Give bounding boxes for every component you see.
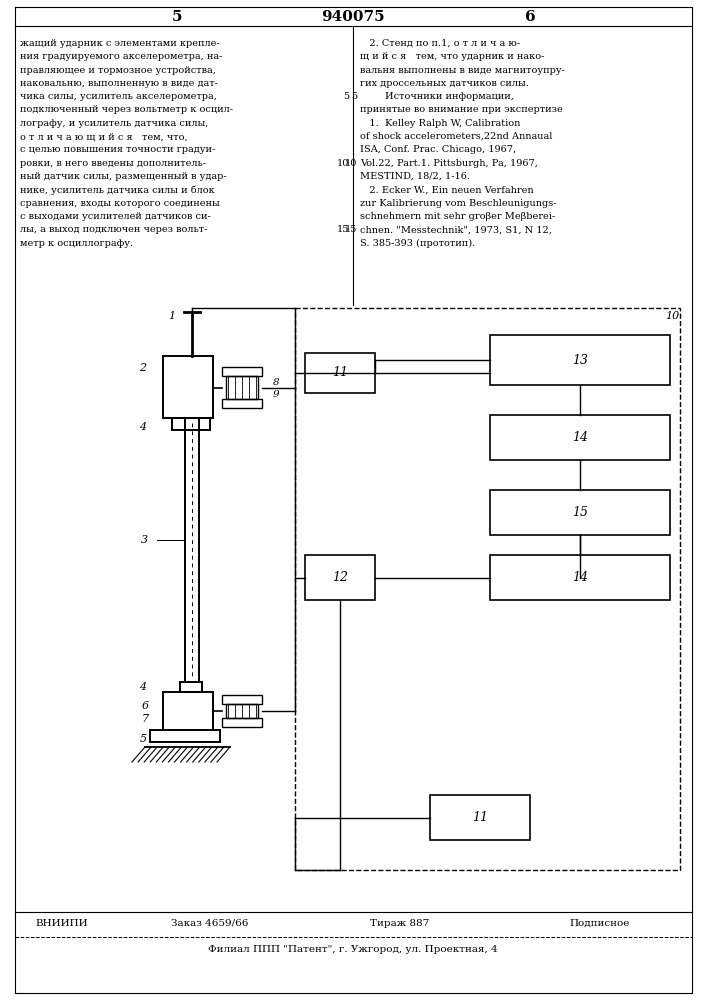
Text: 2. Стенд по п.1, о т л и ч а ю-: 2. Стенд по п.1, о т л и ч а ю- — [360, 39, 520, 48]
Text: 5: 5 — [351, 92, 357, 101]
Text: Подписное: Подписное — [570, 918, 630, 928]
Text: 11: 11 — [332, 366, 348, 379]
Text: 7: 7 — [141, 714, 148, 724]
Text: 10: 10 — [344, 159, 357, 168]
Text: сравнения, входы которого соединены: сравнения, входы которого соединены — [20, 199, 220, 208]
Text: 1: 1 — [168, 311, 175, 321]
Text: с целью повышения точности градуи-: с целью повышения точности градуи- — [20, 145, 215, 154]
Text: 1.  Kelley Ralph W, Calibration: 1. Kelley Ralph W, Calibration — [360, 119, 520, 128]
Text: 14: 14 — [572, 431, 588, 444]
Text: лографу, и усилитель датчика силы,: лографу, и усилитель датчика силы, — [20, 119, 209, 128]
Text: 15: 15 — [344, 225, 357, 234]
Text: 14: 14 — [572, 571, 588, 584]
Text: Vol.22, Part.1. Pittsburgh, Pa, 1967,: Vol.22, Part.1. Pittsburgh, Pa, 1967, — [360, 159, 538, 168]
Text: 15: 15 — [337, 225, 349, 234]
Text: MESTIND, 18/2, 1-16.: MESTIND, 18/2, 1-16. — [360, 172, 470, 181]
Text: 10: 10 — [665, 311, 679, 321]
Text: 2: 2 — [139, 363, 146, 373]
Text: 4: 4 — [139, 422, 146, 432]
Text: лы, а выход подключен через вольт-: лы, а выход подключен через вольт- — [20, 225, 207, 234]
Text: zur Kalibrierung vom Beschleunigungs-: zur Kalibrierung vom Beschleunigungs- — [360, 199, 556, 208]
Text: наковальню, выполненную в виде дат-: наковальню, выполненную в виде дат- — [20, 79, 218, 88]
Text: schnehmern mit sehr groβer Meβberei-: schnehmern mit sehr groβer Meβberei- — [360, 212, 555, 221]
Text: Источники информации,: Источники информации, — [360, 92, 514, 101]
Text: метр к осциллографу.: метр к осциллографу. — [20, 238, 133, 247]
Text: Тираж 887: Тираж 887 — [370, 918, 430, 928]
Text: 940075: 940075 — [321, 10, 385, 24]
Text: принятые во внимание при экспертизе: принятые во внимание при экспертизе — [360, 105, 563, 114]
Text: вальня выполнены в виде магнитоупру-: вальня выполнены в виде магнитоупру- — [360, 66, 565, 75]
Text: ISA, Conf. Prac. Chicago, 1967,: ISA, Conf. Prac. Chicago, 1967, — [360, 145, 516, 154]
Text: чика силы, усилитель акселерометра,: чика силы, усилитель акселерометра, — [20, 92, 217, 101]
Text: 8: 8 — [273, 378, 279, 387]
Text: о т л и ч а ю щ и й с я   тем, что,: о т л и ч а ю щ и й с я тем, что, — [20, 132, 187, 141]
Text: нике, усилитель датчика силы и блок: нике, усилитель датчика силы и блок — [20, 185, 215, 195]
Text: 6: 6 — [525, 10, 535, 24]
Text: Заказ 4659/66: Заказ 4659/66 — [171, 918, 249, 928]
Text: 11: 11 — [472, 811, 488, 824]
Text: 13: 13 — [572, 354, 588, 366]
Text: 10: 10 — [337, 159, 349, 168]
Text: 5: 5 — [172, 10, 182, 24]
Text: ВНИИПИ: ВНИИПИ — [35, 918, 88, 928]
Text: ровки, в него введены дополнитель-: ровки, в него введены дополнитель- — [20, 159, 206, 168]
Text: 5: 5 — [139, 734, 146, 744]
Text: 4: 4 — [139, 682, 146, 692]
Text: 5: 5 — [343, 92, 349, 101]
Text: of shock accelerometers,22nd Annaual: of shock accelerometers,22nd Annaual — [360, 132, 552, 141]
Text: chnen. "Messtechnik", 1973, S1, N 12,: chnen. "Messtechnik", 1973, S1, N 12, — [360, 225, 552, 234]
Text: 9: 9 — [273, 390, 279, 399]
Text: щ и й с я   тем, что ударник и нако-: щ и й с я тем, что ударник и нако- — [360, 52, 544, 61]
Text: 15: 15 — [572, 506, 588, 519]
Text: 3: 3 — [141, 535, 148, 545]
Text: гих дроссельных датчиков силы.: гих дроссельных датчиков силы. — [360, 79, 529, 88]
Text: ния градуируемого акселерометра, на-: ния градуируемого акселерометра, на- — [20, 52, 223, 61]
Text: с выходами усилителей датчиков си-: с выходами усилителей датчиков си- — [20, 212, 211, 221]
Text: ный датчик силы, размещенный в удар-: ный датчик силы, размещенный в удар- — [20, 172, 227, 181]
Text: 12: 12 — [332, 571, 348, 584]
Text: 2. Ecker W., Ein neuen Verfahren: 2. Ecker W., Ein neuen Verfahren — [360, 185, 534, 194]
Text: правляющее и тормозное устройства,: правляющее и тормозное устройства, — [20, 66, 216, 75]
Text: Филиал ППП "Патент", г. Ужгород, ул. Проектная, 4: Филиал ППП "Патент", г. Ужгород, ул. Про… — [208, 946, 498, 954]
Text: S. 385-393 (прототип).: S. 385-393 (прототип). — [360, 238, 475, 248]
Text: 6: 6 — [141, 701, 148, 711]
Text: подключенный через вольтметр к осцил-: подключенный через вольтметр к осцил- — [20, 105, 233, 114]
Text: жащий ударник с элементами крепле-: жащий ударник с элементами крепле- — [20, 39, 220, 48]
